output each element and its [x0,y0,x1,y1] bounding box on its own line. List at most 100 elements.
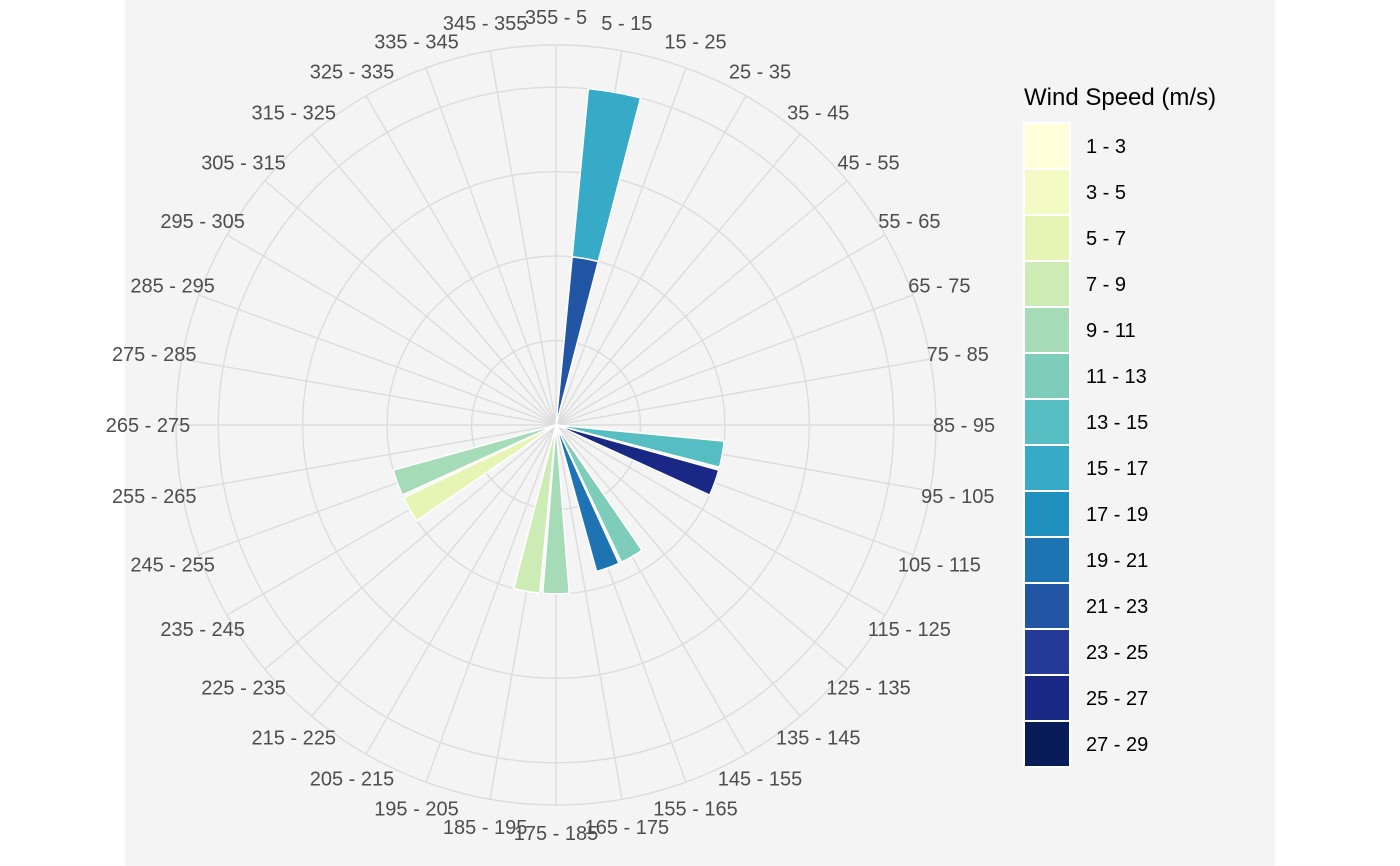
direction-label-5: 35 - 45 [787,102,849,124]
legend-key-4 [1023,260,1071,308]
legend-title: Wind Speed (m/s) [1024,84,1216,111]
legend-key-3 [1023,214,1071,262]
direction-label-23: 215 - 225 [251,728,336,750]
grid-spoke-13 [555,424,886,616]
grid-spoke-24 [264,424,557,670]
bar-145-155-seg-1 [555,424,644,564]
grid-spoke-33 [311,133,557,426]
direction-label-16: 145 - 155 [718,768,803,790]
legend-key-10 [1023,536,1071,584]
grid-spoke-31 [226,234,557,426]
legend-key-7 [1023,398,1071,446]
direction-label-30: 285 - 295 [130,275,215,297]
direction-label-31: 295 - 305 [160,211,245,233]
grid-spoke-7 [555,234,886,426]
legend-key-2 [1023,168,1071,216]
legend-key-12 [1023,628,1071,676]
direction-label-1: 355 - 5 [525,7,587,29]
wind-bars [392,87,725,595]
direction-label-17: 155 - 165 [653,798,738,820]
direction-label-9: 75 - 85 [927,344,989,366]
direction-label-20: 185 - 195 [443,817,528,839]
direction-label-28: 265 - 275 [106,415,191,437]
bar-155-165-seg-1 [555,424,621,573]
direction-label-32: 305 - 315 [201,153,286,175]
grid-spoke-35 [425,67,557,426]
grid-spoke-18 [555,424,623,800]
legend-key-6 [1023,352,1071,400]
legend-label-9: 17 - 19 [1086,504,1148,526]
grid-spoke-5 [555,133,801,426]
direction-label-18: 165 - 175 [585,817,670,839]
grid-spoke-6 [555,180,848,426]
bar-235-245-seg-1 [402,424,557,522]
direction-label-26: 245 - 255 [130,555,215,577]
plot-panel [125,0,1275,866]
bar-175-185-seg-1 [541,424,571,595]
grid-spoke-21 [425,424,557,783]
grid-spoke-29 [181,358,557,426]
legend-label-5: 9 - 11 [1086,320,1136,342]
direction-label-4: 25 - 35 [729,62,791,84]
direction-label-29: 275 - 285 [112,344,197,366]
legend-key-1 [1023,122,1071,170]
legend-label-10: 19 - 21 [1086,550,1148,572]
legend-key-8 [1023,444,1071,492]
grid-spoke-14 [555,424,848,670]
grid-spoke-30 [198,294,557,426]
grid-spoke-9 [555,358,931,426]
bar-185-195-seg-1 [512,424,557,594]
direction-label-21: 195 - 205 [374,798,459,820]
direction-label-8: 65 - 75 [908,275,970,297]
grid-spoke-3 [555,67,687,426]
legend-label-3: 5 - 7 [1086,228,1126,250]
grid-spoke-32 [264,180,557,426]
grid-spoke-15 [555,424,801,717]
direction-label-25: 235 - 245 [160,619,245,641]
legend-key-11 [1023,582,1071,630]
direction-label-35: 335 - 345 [374,32,459,54]
legend-key-13 [1023,674,1071,722]
direction-label-7: 55 - 65 [878,211,940,233]
direction-label-36: 345 - 355 [443,13,528,35]
direction-label-11: 95 - 105 [921,486,994,508]
legend-label-14: 27 - 29 [1086,734,1148,756]
direction-label-34: 325 - 335 [310,62,395,84]
grid-spoke-8 [555,294,914,426]
grid-spoke-36 [489,50,557,426]
legend-label-6: 11 - 13 [1086,366,1147,388]
bar-5-15-seg-2 [571,87,642,263]
direction-label-12: 105 - 115 [898,555,981,577]
grid-spoke-27 [181,424,557,492]
direction-label-19: 175 - 185 [514,823,599,845]
direction-label-14: 125 - 135 [826,677,911,699]
direction-label-27: 255 - 265 [112,486,197,508]
legend-label-2: 3 - 5 [1086,182,1126,204]
grid-spoke-22 [365,424,557,755]
legend-key-9 [1023,490,1071,538]
legend-label-13: 25 - 27 [1086,688,1148,710]
legend-label-7: 13 - 15 [1086,412,1148,434]
direction-label-22: 205 - 215 [310,768,395,790]
legend-label-4: 7 - 9 [1086,274,1126,296]
bar-105-115-seg-1 [555,424,720,497]
legend-key-14 [1023,720,1071,768]
legend-label-1: 1 - 3 [1086,136,1126,158]
direction-label-13: 115 - 125 [868,619,951,641]
grid-spoke-23 [311,424,557,717]
direction-label-10: 85 - 95 [933,415,995,437]
direction-label-15: 135 - 145 [776,728,861,750]
legend-label-12: 23 - 25 [1086,642,1148,664]
bar-245-255-seg-1 [392,424,557,497]
legend-key-5 [1023,306,1071,354]
direction-label-2: 5 - 15 [601,13,652,35]
direction-label-33: 315 - 325 [251,102,336,124]
direction-label-24: 225 - 235 [201,677,286,699]
legend: Wind Speed (m/s) 1 - 3 3 - 5 5 - 7 7 - 9 9 -… [1023,84,1216,768]
legend-label-11: 21 - 23 [1086,596,1148,618]
grid-spoke-34 [365,95,557,426]
grid-spoke-4 [555,95,747,426]
direction-label-6: 45 - 55 [837,153,899,175]
